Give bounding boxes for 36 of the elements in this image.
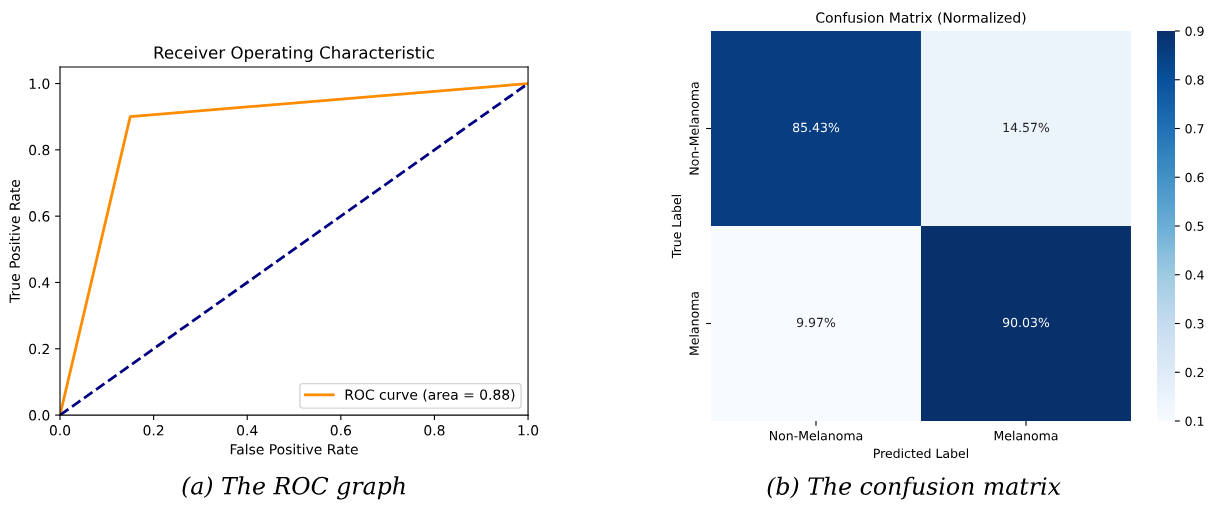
- y-tick-label: 0.6: [29, 211, 50, 222]
- y-tick-label: 0.8: [29, 144, 50, 156]
- x-tick-label: 0.6: [330, 425, 351, 436]
- data-label: 9.97%: [796, 317, 836, 328]
- text: (b) The confusion matrix: [767, 476, 1061, 500]
- x-tick-label: 0.4: [237, 425, 258, 436]
- data-label: 90.03%: [1002, 317, 1050, 328]
- y-tick-label: 0.4: [29, 277, 50, 288]
- y-axis-title: True Positive Rate: [9, 179, 20, 303]
- x-tick-label: 0.0: [49, 425, 71, 436]
- x-axis-title: False Positive Rate: [230, 443, 358, 455]
- color-bar-label: 0.2: [1185, 367, 1204, 378]
- color-bar-label: 0.7: [1185, 123, 1204, 134]
- y-tick-label: 0.0: [29, 410, 50, 421]
- chart-title: Receiver Operating Characteristic: [154, 45, 434, 63]
- x-axis-title: Predicted Label: [874, 448, 968, 459]
- data-label: 85.43%: [793, 122, 840, 133]
- y-axis-title: True Label: [671, 195, 682, 259]
- data-label: 14.57%: [1003, 122, 1050, 133]
- x-tick-label: 0.2: [143, 425, 164, 436]
- text: (a) The ROC graph: [182, 476, 405, 500]
- chart-title: Confusion Matrix (Normalized): [816, 12, 1026, 25]
- color-bar-label: 0.1: [1185, 416, 1204, 426]
- y-tick-label: 1.0: [29, 78, 50, 89]
- x-tick-label: Non-Melanoma: [770, 430, 863, 441]
- color-bar-label: 0.8: [1185, 75, 1204, 85]
- x-tick-label: 1.0: [518, 425, 539, 436]
- color-bar-label: 0.9: [1185, 26, 1204, 36]
- color-bar-label: 0.4: [1185, 270, 1204, 280]
- legend-label: ROC curve (area = 0.88): [345, 389, 515, 402]
- color-bar-label: 0.6: [1185, 172, 1204, 183]
- color-bar-label: 0.5: [1185, 221, 1204, 231]
- y-tick-label: 0.2: [29, 343, 49, 355]
- x-tick-label: 0.8: [424, 425, 445, 436]
- color-bar-label: 0.3: [1185, 318, 1204, 329]
- x-tick-label: Melanoma: [994, 430, 1058, 441]
